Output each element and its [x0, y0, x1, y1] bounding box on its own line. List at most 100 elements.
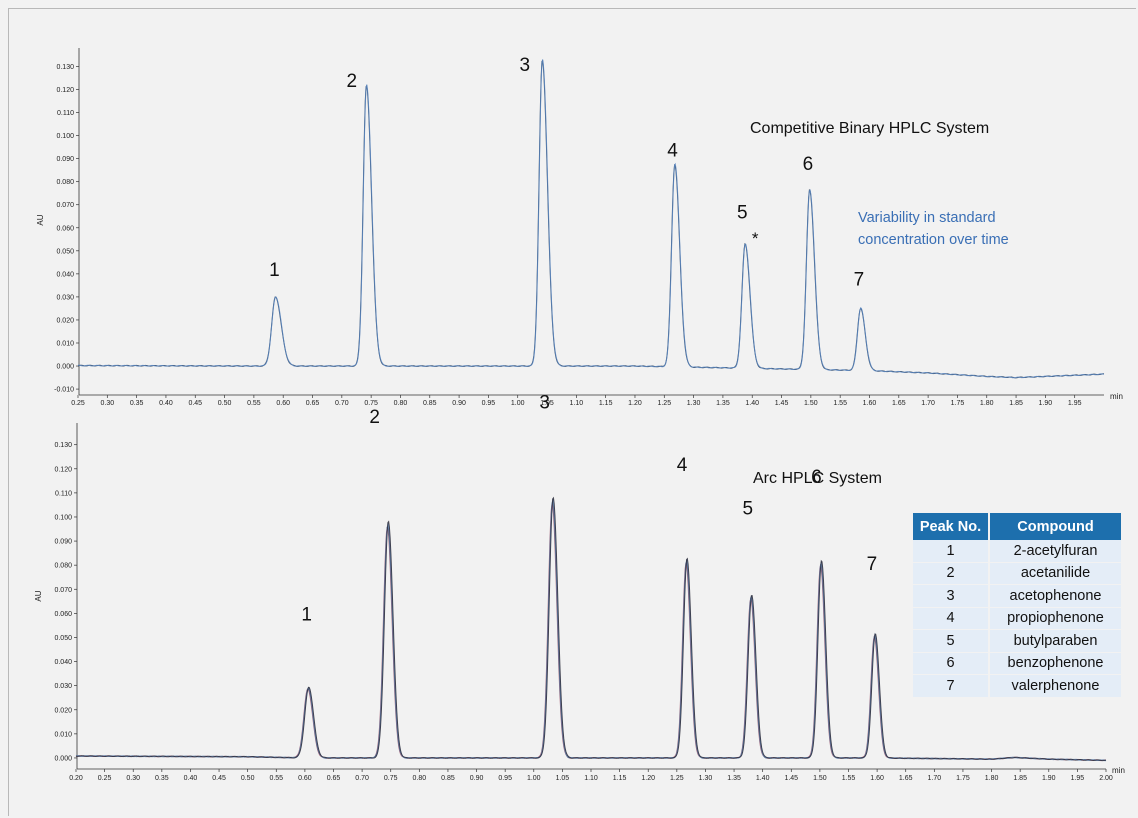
compound-cell: acetanilide: [990, 562, 1121, 585]
y-tick-label: 0.020: [56, 317, 74, 324]
y-tick-label: 0.070: [56, 202, 74, 209]
figure-frame: [8, 8, 1136, 816]
y-tick-label: 0.110: [57, 110, 74, 117]
x-tick-label: 1.60: [863, 400, 877, 407]
peak-no-cell: 2: [913, 562, 990, 585]
x-tick-label: 0.55: [247, 400, 261, 407]
x-tick-label: 1.85: [1013, 775, 1027, 782]
y-tick-label: 0.000: [56, 364, 74, 371]
table-row: 4 propiophenone: [913, 607, 1121, 630]
x-tick-label: 1.80: [985, 775, 999, 782]
peak-number-label: 4: [677, 455, 688, 476]
y-tick-label: 0.130: [56, 64, 74, 71]
x-tick-label: 0.25: [71, 400, 85, 407]
x-tick-label: 1.75: [951, 400, 965, 407]
x-axis-title: min: [1110, 392, 1123, 401]
x-tick-label: 1.45: [775, 400, 789, 407]
y-tick-label: 0.130: [54, 442, 72, 449]
chromatogram-trace-2: [77, 59, 1105, 379]
x-tick-label: 0.50: [241, 775, 255, 782]
x-tick-label: 1.50: [804, 400, 818, 407]
y-tick-label: 0.020: [54, 707, 72, 714]
peak-number-label: 6: [811, 467, 822, 488]
peak-number-label: 3: [539, 393, 550, 414]
x-tick-label: 0.95: [482, 400, 496, 407]
x-tick-label: 1.15: [599, 400, 613, 407]
peak-no-cell: 7: [913, 675, 990, 698]
x-tick-label: 0.95: [498, 775, 512, 782]
x-tick-label: 1.00: [511, 400, 525, 407]
compound-cell: benzophenone: [990, 652, 1121, 675]
y-axis-title: AU: [36, 214, 45, 225]
y-tick-label: 0.040: [54, 659, 72, 666]
x-tick-label: 0.60: [298, 775, 312, 782]
y-tick-label: 0.100: [56, 133, 74, 140]
x-tick-label: 0.20: [69, 775, 83, 782]
table-row: 2 acetanilide: [913, 562, 1121, 585]
x-tick-label: 1.15: [613, 775, 627, 782]
x-tick-label: 0.90: [470, 775, 484, 782]
peak-number-label: 7: [854, 269, 865, 290]
table-row: 6 benzophenone: [913, 652, 1121, 675]
peak-number-label: 7: [867, 554, 878, 575]
x-tick-label: 0.35: [155, 775, 169, 782]
x-tick-label: 1.30: [687, 400, 701, 407]
variability-note-line-1: Variability in standard: [858, 210, 996, 226]
x-tick-label: 0.65: [306, 400, 320, 407]
x-tick-label: 1.75: [956, 775, 970, 782]
x-tick-label: 1.25: [657, 400, 671, 407]
compound-cell: acetophenone: [990, 585, 1121, 608]
peak-number-label: 5: [742, 499, 753, 520]
y-tick-label: 0.120: [56, 87, 74, 94]
y-tick-label: 0.010: [56, 340, 74, 347]
x-tick-label: 1.55: [842, 775, 856, 782]
y-tick-label: -0.010: [54, 387, 74, 394]
x-tick-label: 0.75: [364, 400, 378, 407]
x-tick-label: 0.30: [126, 775, 140, 782]
y-tick-label: 0.110: [55, 490, 72, 497]
x-tick-label: 1.35: [716, 400, 730, 407]
y-tick-label: 0.090: [56, 156, 74, 163]
x-tick-label: 1.60: [870, 775, 884, 782]
x-tick-label: 1.40: [745, 400, 759, 407]
y-tick-label: 0.050: [54, 635, 72, 642]
variability-note-line-2: concentration over time: [858, 232, 1009, 248]
peak-number-label: 1: [269, 260, 280, 281]
x-tick-label: 0.45: [212, 775, 226, 782]
arc-chart: Arc HPLC System 0.000 0.010 0.020 0.030 0.04…: [34, 393, 1125, 782]
compound-cell: 2-acetylfuran: [990, 540, 1121, 563]
header-compound: Compound: [990, 513, 1121, 540]
y-tick-label: 0.060: [56, 225, 74, 232]
asterisk-marker: *: [752, 229, 759, 248]
compound-cell: propiophenone: [990, 607, 1121, 630]
x-axis-title: min: [1112, 766, 1125, 775]
x-tick-label: 1.95: [1071, 775, 1085, 782]
peak-compound-table: Peak No. Compound 1 2-acetylfuran 2 acetan…: [913, 513, 1121, 698]
x-tick-label: 1.35: [727, 775, 741, 782]
y-tick-label: 0.080: [56, 179, 74, 186]
y-tick-label: 0.080: [54, 563, 72, 570]
peak-no-cell: 6: [913, 652, 990, 675]
chromatogram-trace-4: [75, 496, 1107, 762]
x-tick-label: 0.50: [218, 400, 232, 407]
table-row: 7 valerphenone: [913, 675, 1121, 698]
table-row: 3 acetophenone: [913, 585, 1121, 608]
peak-number-label: 2: [347, 71, 358, 92]
x-tick-label: 0.75: [384, 775, 398, 782]
y-tick-label: 0.010: [54, 731, 72, 738]
x-tick-label: 1.80: [980, 400, 994, 407]
y-axis-title: AU: [34, 590, 43, 601]
x-tick-label: 1.70: [928, 775, 942, 782]
y-tick-label: 0.000: [54, 755, 72, 762]
x-tick-label: 1.70: [921, 400, 935, 407]
x-tick-label: 0.80: [413, 775, 427, 782]
y-tick-label: 0.040: [56, 271, 74, 278]
x-tick-label: 0.85: [441, 775, 455, 782]
y-tick-label: 0.050: [56, 248, 74, 255]
x-tick-label: 1.10: [570, 400, 584, 407]
peak-number-label: 2: [369, 407, 380, 428]
compound-cell: valerphenone: [990, 675, 1121, 698]
x-tick-label: 1.65: [892, 400, 906, 407]
x-tick-label: 1.55: [833, 400, 847, 407]
